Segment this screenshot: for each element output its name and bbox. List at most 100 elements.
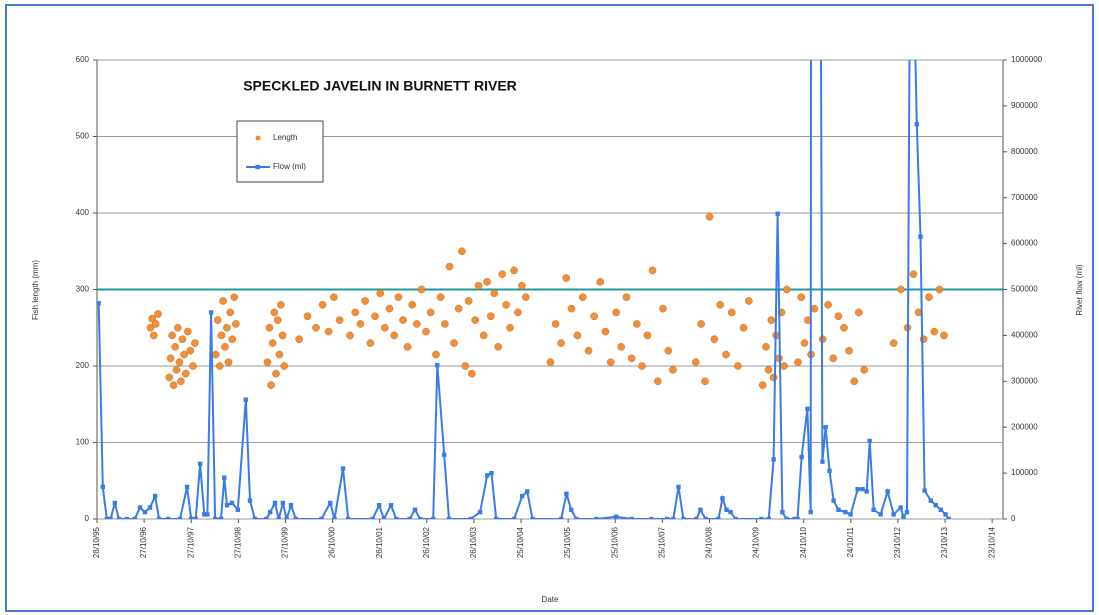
y2-tick-label: 0: [1011, 514, 1016, 523]
flow-point: [914, 122, 919, 127]
flow-point: [202, 512, 207, 517]
flow-point: [152, 493, 158, 499]
length-point: [557, 339, 566, 347]
length-point: [324, 327, 333, 336]
x-tick-label: 26/10/02: [422, 526, 431, 558]
y2-axis-label: River flow (ml): [1075, 264, 1084, 315]
length-point: [186, 346, 195, 355]
length-point: [356, 320, 365, 328]
y-tick-label: 300: [76, 285, 90, 294]
x-tick-label: 25/10/07: [657, 526, 666, 558]
flow-point: [189, 516, 194, 519]
length-point: [450, 339, 458, 347]
flow-point: [775, 211, 780, 216]
length-point: [829, 354, 838, 363]
flow-point: [177, 516, 183, 519]
flow-point: [494, 516, 499, 519]
length-point: [648, 266, 657, 275]
flow-point: [394, 516, 399, 519]
length-point: [403, 343, 412, 351]
y2-tick-label: 700000: [1011, 193, 1038, 202]
flow-point: [268, 509, 273, 515]
flow-point: [820, 459, 825, 464]
length-point: [734, 362, 742, 370]
length-point: [380, 323, 389, 332]
flow-layer: [97, 60, 951, 519]
flow-point: [147, 505, 153, 510]
length-point: [146, 323, 155, 332]
length-point: [277, 300, 285, 309]
length-point: [840, 323, 848, 332]
length-point: [273, 316, 282, 324]
y2-tick-label: 500000: [1011, 285, 1038, 294]
length-point: [366, 339, 375, 347]
length-point: [850, 377, 859, 386]
length-point: [295, 335, 303, 344]
length-point: [270, 308, 279, 317]
flow-point: [442, 452, 447, 457]
length-point: [710, 335, 719, 344]
flow-point: [574, 516, 579, 519]
flow-point: [97, 301, 101, 306]
flow-point: [694, 516, 699, 519]
length-point: [889, 339, 898, 347]
length-point: [280, 362, 289, 370]
length-point: [622, 293, 631, 301]
length-point: [643, 331, 652, 340]
length-point: [166, 354, 175, 363]
flow-point: [558, 516, 564, 519]
length-point: [627, 354, 636, 363]
flow-point: [222, 475, 227, 480]
x-tick-label: 25/10/06: [610, 526, 619, 558]
flow-point: [272, 500, 278, 506]
flow-point: [165, 516, 171, 519]
x-tick-label: 23/10/12: [893, 526, 902, 558]
flow-point: [247, 498, 253, 503]
length-point: [151, 320, 160, 328]
flow-point: [759, 516, 764, 519]
y2-tick-label: 600000: [1011, 239, 1038, 248]
length-point: [213, 316, 222, 324]
length-point: [278, 331, 287, 340]
y-axis-label: Fish length (mm): [31, 260, 40, 320]
flow-point: [319, 516, 324, 519]
flow-point: [530, 516, 535, 519]
length-point: [275, 350, 284, 359]
length-point: [854, 308, 863, 317]
flow-point: [649, 516, 654, 519]
length-point: [181, 369, 190, 378]
length-point: [221, 343, 229, 351]
length-point: [567, 304, 576, 313]
axes: 0 100 200 300 400 500 600 0 100000 200000 300000 40…: [76, 55, 1043, 558]
legend-box: [236, 120, 324, 183]
flow-point: [938, 507, 943, 513]
length-point: [335, 316, 344, 324]
flow-point: [142, 509, 148, 515]
length-point: [758, 381, 767, 389]
length-point: [701, 377, 709, 386]
flow-point: [124, 516, 130, 519]
length-point: [211, 350, 220, 359]
length-point: [612, 308, 621, 317]
x-tick-label: 26/10/00: [328, 526, 337, 558]
flow-point: [724, 507, 729, 513]
flow-point: [519, 493, 525, 499]
length-point: [330, 293, 338, 301]
length-point: [268, 339, 277, 347]
flow-point: [795, 516, 800, 519]
flow-point: [780, 509, 785, 515]
length-point: [180, 350, 188, 359]
length-point: [919, 335, 928, 344]
x-tick-label: 23/10/14: [987, 526, 996, 558]
flow-point: [918, 234, 923, 239]
flow-point: [388, 503, 394, 508]
flow-point: [933, 503, 938, 508]
flow-point: [629, 516, 634, 519]
x-tick-label: 25/10/04: [516, 526, 525, 558]
flow-point: [867, 438, 872, 444]
flow-point: [922, 488, 927, 493]
x-tick-label: 23/10/13: [940, 526, 949, 558]
flow-point: [381, 516, 387, 519]
y-tick-label: 100: [76, 438, 90, 447]
